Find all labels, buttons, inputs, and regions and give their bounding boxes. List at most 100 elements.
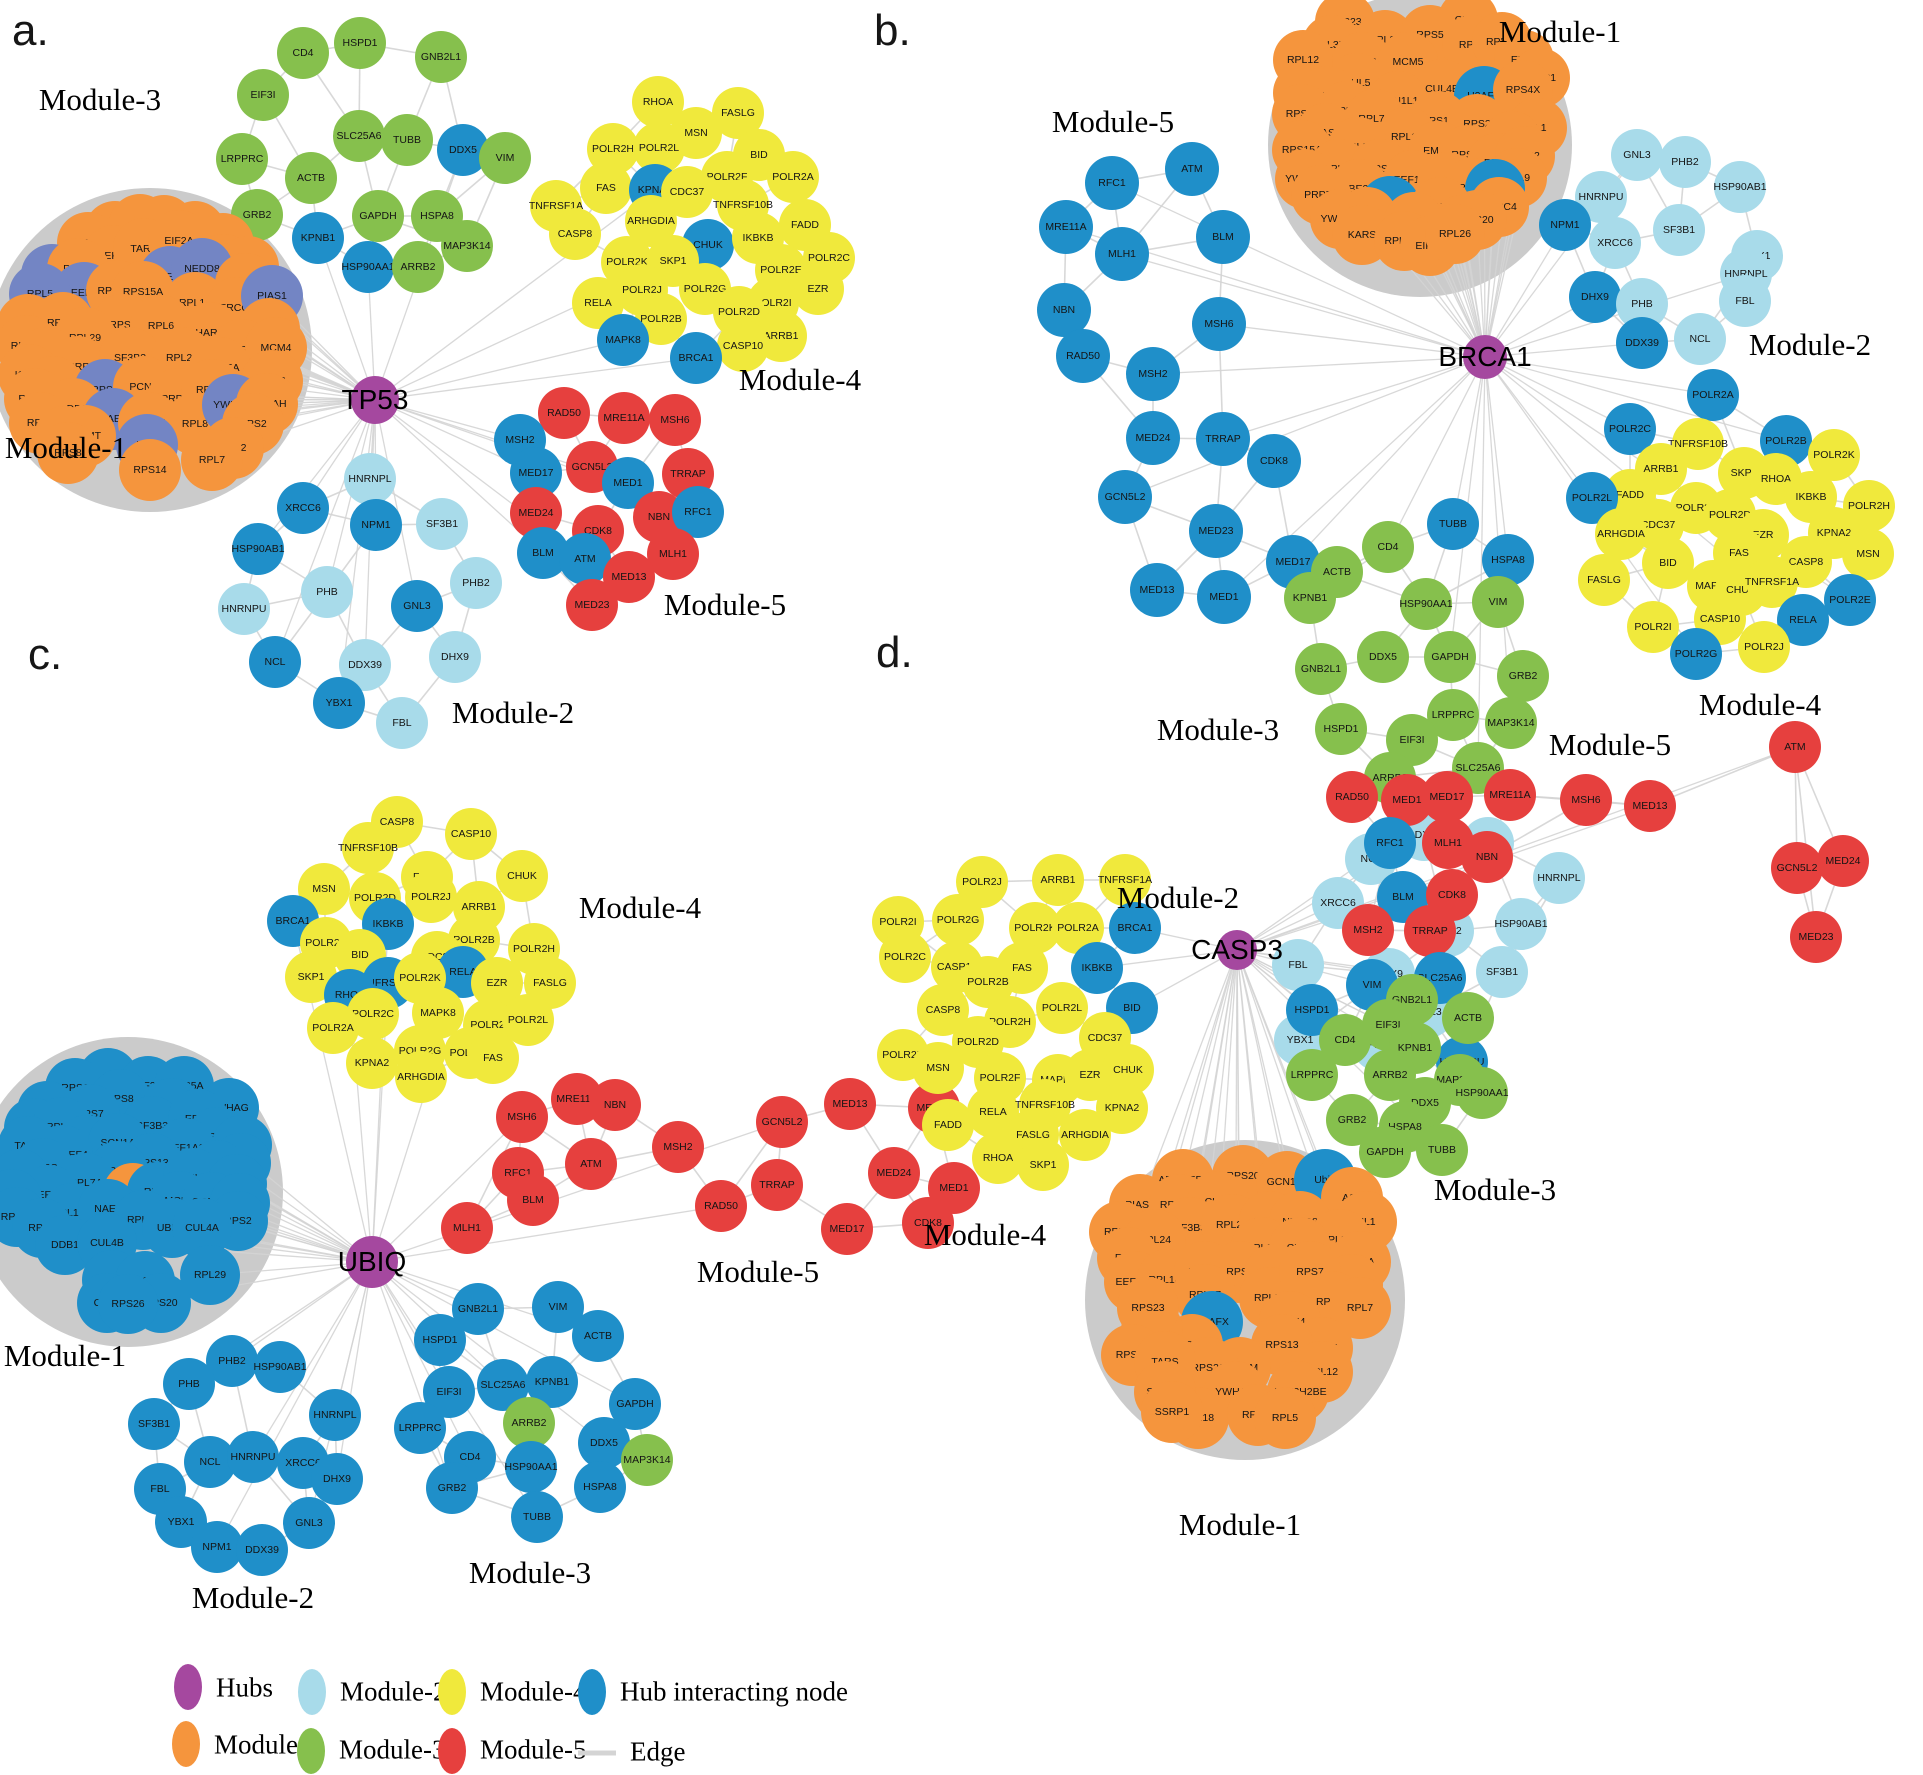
network-node-hspd1[interactable]: HSPD1 xyxy=(414,1314,466,1366)
network-node-ssrp1[interactable]: SSRP1 xyxy=(1141,1381,1203,1443)
network-node-ncl[interactable]: NCL xyxy=(249,636,301,688)
network-node-nbn[interactable]: NBN xyxy=(589,1079,641,1131)
network-node-polr2l[interactable]: POLR2L xyxy=(502,994,554,1046)
network-node-fas[interactable]: FAS xyxy=(467,1032,519,1084)
network-node-rps8[interactable]: RPS8 xyxy=(37,422,99,484)
network-node-gnl3[interactable]: GNL3 xyxy=(1611,129,1663,181)
network-node-gnl3[interactable]: GNL3 xyxy=(283,1497,335,1549)
network-node-rpl7[interactable]: RPL7 xyxy=(181,429,243,491)
network-node-atm[interactable]: ATM xyxy=(565,1138,617,1190)
network-node-rad50[interactable]: RAD50 xyxy=(695,1180,747,1232)
network-node-rhoa[interactable]: RHOA xyxy=(972,1132,1024,1184)
hub-node-ubiq[interactable]: UBIQ xyxy=(338,1236,406,1288)
network-node-rad50[interactable]: RAD50 xyxy=(1326,771,1378,823)
network-node-vim[interactable]: VIM xyxy=(1472,576,1524,628)
network-node-rps26[interactable]: RPS26 xyxy=(98,1274,158,1334)
network-node-ikbkb[interactable]: IKBKB xyxy=(1071,942,1123,994)
network-node-polr2l[interactable]: POLR2L xyxy=(1036,982,1088,1034)
network-node-fbl[interactable]: FBL xyxy=(376,697,428,749)
network-node-polr2a[interactable]: POLR2A xyxy=(1687,369,1739,421)
network-node-polr2g[interactable]: POLR2G xyxy=(932,894,984,946)
network-node-gnb2l1[interactable]: GNB2L1 xyxy=(415,31,467,83)
network-node-fbl[interactable]: FBL xyxy=(1719,275,1771,327)
network-node-hsp90ab1[interactable]: HSP90AB1 xyxy=(1494,898,1548,950)
network-node-rad50[interactable]: RAD50 xyxy=(1056,329,1110,383)
network-node-msn[interactable]: MSN xyxy=(1842,528,1894,580)
network-node-vim[interactable]: VIM xyxy=(479,132,531,184)
network-node-hsp90ab1[interactable]: HSP90AB1 xyxy=(231,523,285,575)
network-node-arhgdia[interactable]: ARHGDIA xyxy=(1059,1109,1111,1161)
network-node-msh6[interactable]: MSH6 xyxy=(496,1091,548,1143)
network-node-gnl3[interactable]: GNL3 xyxy=(391,580,443,632)
network-node-cdk8[interactable]: CDK8 xyxy=(1247,434,1301,488)
network-node-polr2a[interactable]: POLR2A xyxy=(307,1002,359,1054)
network-node-tnfrsf10b[interactable]: TNFRSF10B xyxy=(338,822,398,874)
network-node-med13[interactable]: MED13 xyxy=(824,1078,876,1130)
network-node-tubb[interactable]: TUBB xyxy=(1416,1124,1468,1176)
network-node-npm1[interactable]: NPM1 xyxy=(191,1521,243,1573)
network-node-phb[interactable]: PHB xyxy=(163,1358,215,1410)
network-node-ddx39[interactable]: DDX39 xyxy=(1616,317,1668,369)
network-node-cd4[interactable]: CD4 xyxy=(1362,521,1414,573)
network-node-gcn5l2[interactable]: GCN5L2 xyxy=(756,1096,808,1148)
network-node-npm1[interactable]: NPM1 xyxy=(350,499,402,551)
network-node-hsp90aa1[interactable]: HSP90AA1 xyxy=(341,241,395,293)
network-node-msh2[interactable]: MSH2 xyxy=(1342,904,1394,956)
network-node-casp8[interactable]: CASP8 xyxy=(549,208,601,260)
network-node-arhgdia[interactable]: ARHGDIA xyxy=(1595,508,1647,560)
network-node-ddx39[interactable]: DDX39 xyxy=(339,639,391,691)
network-node-lrpprc[interactable]: LRPPRC xyxy=(394,1402,446,1454)
network-node-hsp90ab1[interactable]: HSP90AB1 xyxy=(1713,161,1767,213)
network-node-hspd1[interactable]: HSPD1 xyxy=(334,17,386,69)
network-node-mlh1[interactable]: MLH1 xyxy=(441,1202,493,1254)
network-node-arhgdia[interactable]: ARHGDIA xyxy=(395,1051,447,1103)
network-node-hsp90aa1[interactable]: HSP90AA1 xyxy=(504,1441,558,1493)
network-node-polr2j[interactable]: POLR2J xyxy=(1738,621,1790,673)
network-node-ddx39[interactable]: DDX39 xyxy=(236,1524,288,1576)
network-node-blm[interactable]: BLM xyxy=(1196,210,1250,264)
network-node-arrb2[interactable]: ARRB2 xyxy=(392,241,444,293)
network-node-msh6[interactable]: MSH6 xyxy=(1560,774,1612,826)
network-node-map3k14[interactable]: MAP3K14 xyxy=(621,1434,673,1486)
network-node-lrpprc[interactable]: LRPPRC xyxy=(1286,1049,1338,1101)
network-node-med24[interactable]: MED24 xyxy=(868,1147,920,1199)
network-node-mre11a[interactable]: MRE11A xyxy=(1484,769,1536,821)
network-node-kpna2[interactable]: KPNA2 xyxy=(346,1037,398,1089)
network-node-phb[interactable]: PHB xyxy=(301,566,353,618)
network-node-polr2g[interactable]: POLR2G xyxy=(1670,628,1722,680)
network-node-ybx1[interactable]: YBX1 xyxy=(313,677,365,729)
network-node-msh6[interactable]: MSH6 xyxy=(649,394,701,446)
network-node-dhx9[interactable]: DHX9 xyxy=(311,1453,363,1505)
network-node-trrap[interactable]: TRRAP xyxy=(1404,905,1456,957)
network-node-hsp90aa1[interactable]: HSP90AA1 xyxy=(1399,578,1453,630)
network-node-fas[interactable]: FAS xyxy=(580,162,632,214)
network-node-skp1[interactable]: SKP1 xyxy=(1017,1139,1069,1191)
network-node-polr2i[interactable]: POLR2I xyxy=(1627,601,1679,653)
network-node-grb2[interactable]: GRB2 xyxy=(426,1462,478,1514)
network-node-rps14[interactable]: RPS14 xyxy=(119,439,181,501)
network-node-gcn5l2[interactable]: GCN5L2 xyxy=(1098,470,1152,524)
network-node-casp10[interactable]: CASP10 xyxy=(717,320,769,372)
network-node-polr2e[interactable]: POLR2E xyxy=(1824,574,1876,626)
network-node-hnrnpu[interactable]: HNRNPU xyxy=(218,583,270,635)
network-node-actb[interactable]: ACTB xyxy=(285,152,337,204)
network-node-faslg[interactable]: FASLG xyxy=(1578,554,1630,606)
hub-node-tp53[interactable]: TP53 xyxy=(342,376,408,424)
hub-node-brca1[interactable]: BRCA1 xyxy=(1438,335,1532,379)
network-node-brca1[interactable]: BRCA1 xyxy=(670,332,722,384)
network-node-ncl[interactable]: NCL xyxy=(1674,313,1726,365)
network-node-msn[interactable]: MSN xyxy=(912,1042,964,1094)
network-node-med17[interactable]: MED17 xyxy=(1421,771,1473,823)
network-node-gcn5l2[interactable]: GCN5L2 xyxy=(1771,842,1823,894)
network-node-casp10[interactable]: CASP10 xyxy=(445,808,497,860)
network-node-rela[interactable]: RELA xyxy=(1777,594,1829,646)
network-node-hsp90aa1[interactable]: HSP90AA1 xyxy=(1455,1067,1509,1119)
network-node-med13[interactable]: MED13 xyxy=(1624,780,1676,832)
network-node-hspd1[interactable]: HSPD1 xyxy=(1315,703,1367,755)
network-node-tubb[interactable]: TUBB xyxy=(381,114,433,166)
network-node-sf3b1[interactable]: SF3B1 xyxy=(1476,946,1528,998)
network-node-npm1[interactable]: NPM1 xyxy=(1539,199,1591,251)
network-node-polr2k[interactable]: POLR2K xyxy=(1808,429,1860,481)
network-node-blm[interactable]: BLM xyxy=(507,1174,559,1226)
network-node-map3k14[interactable]: MAP3K14 xyxy=(1485,697,1537,749)
